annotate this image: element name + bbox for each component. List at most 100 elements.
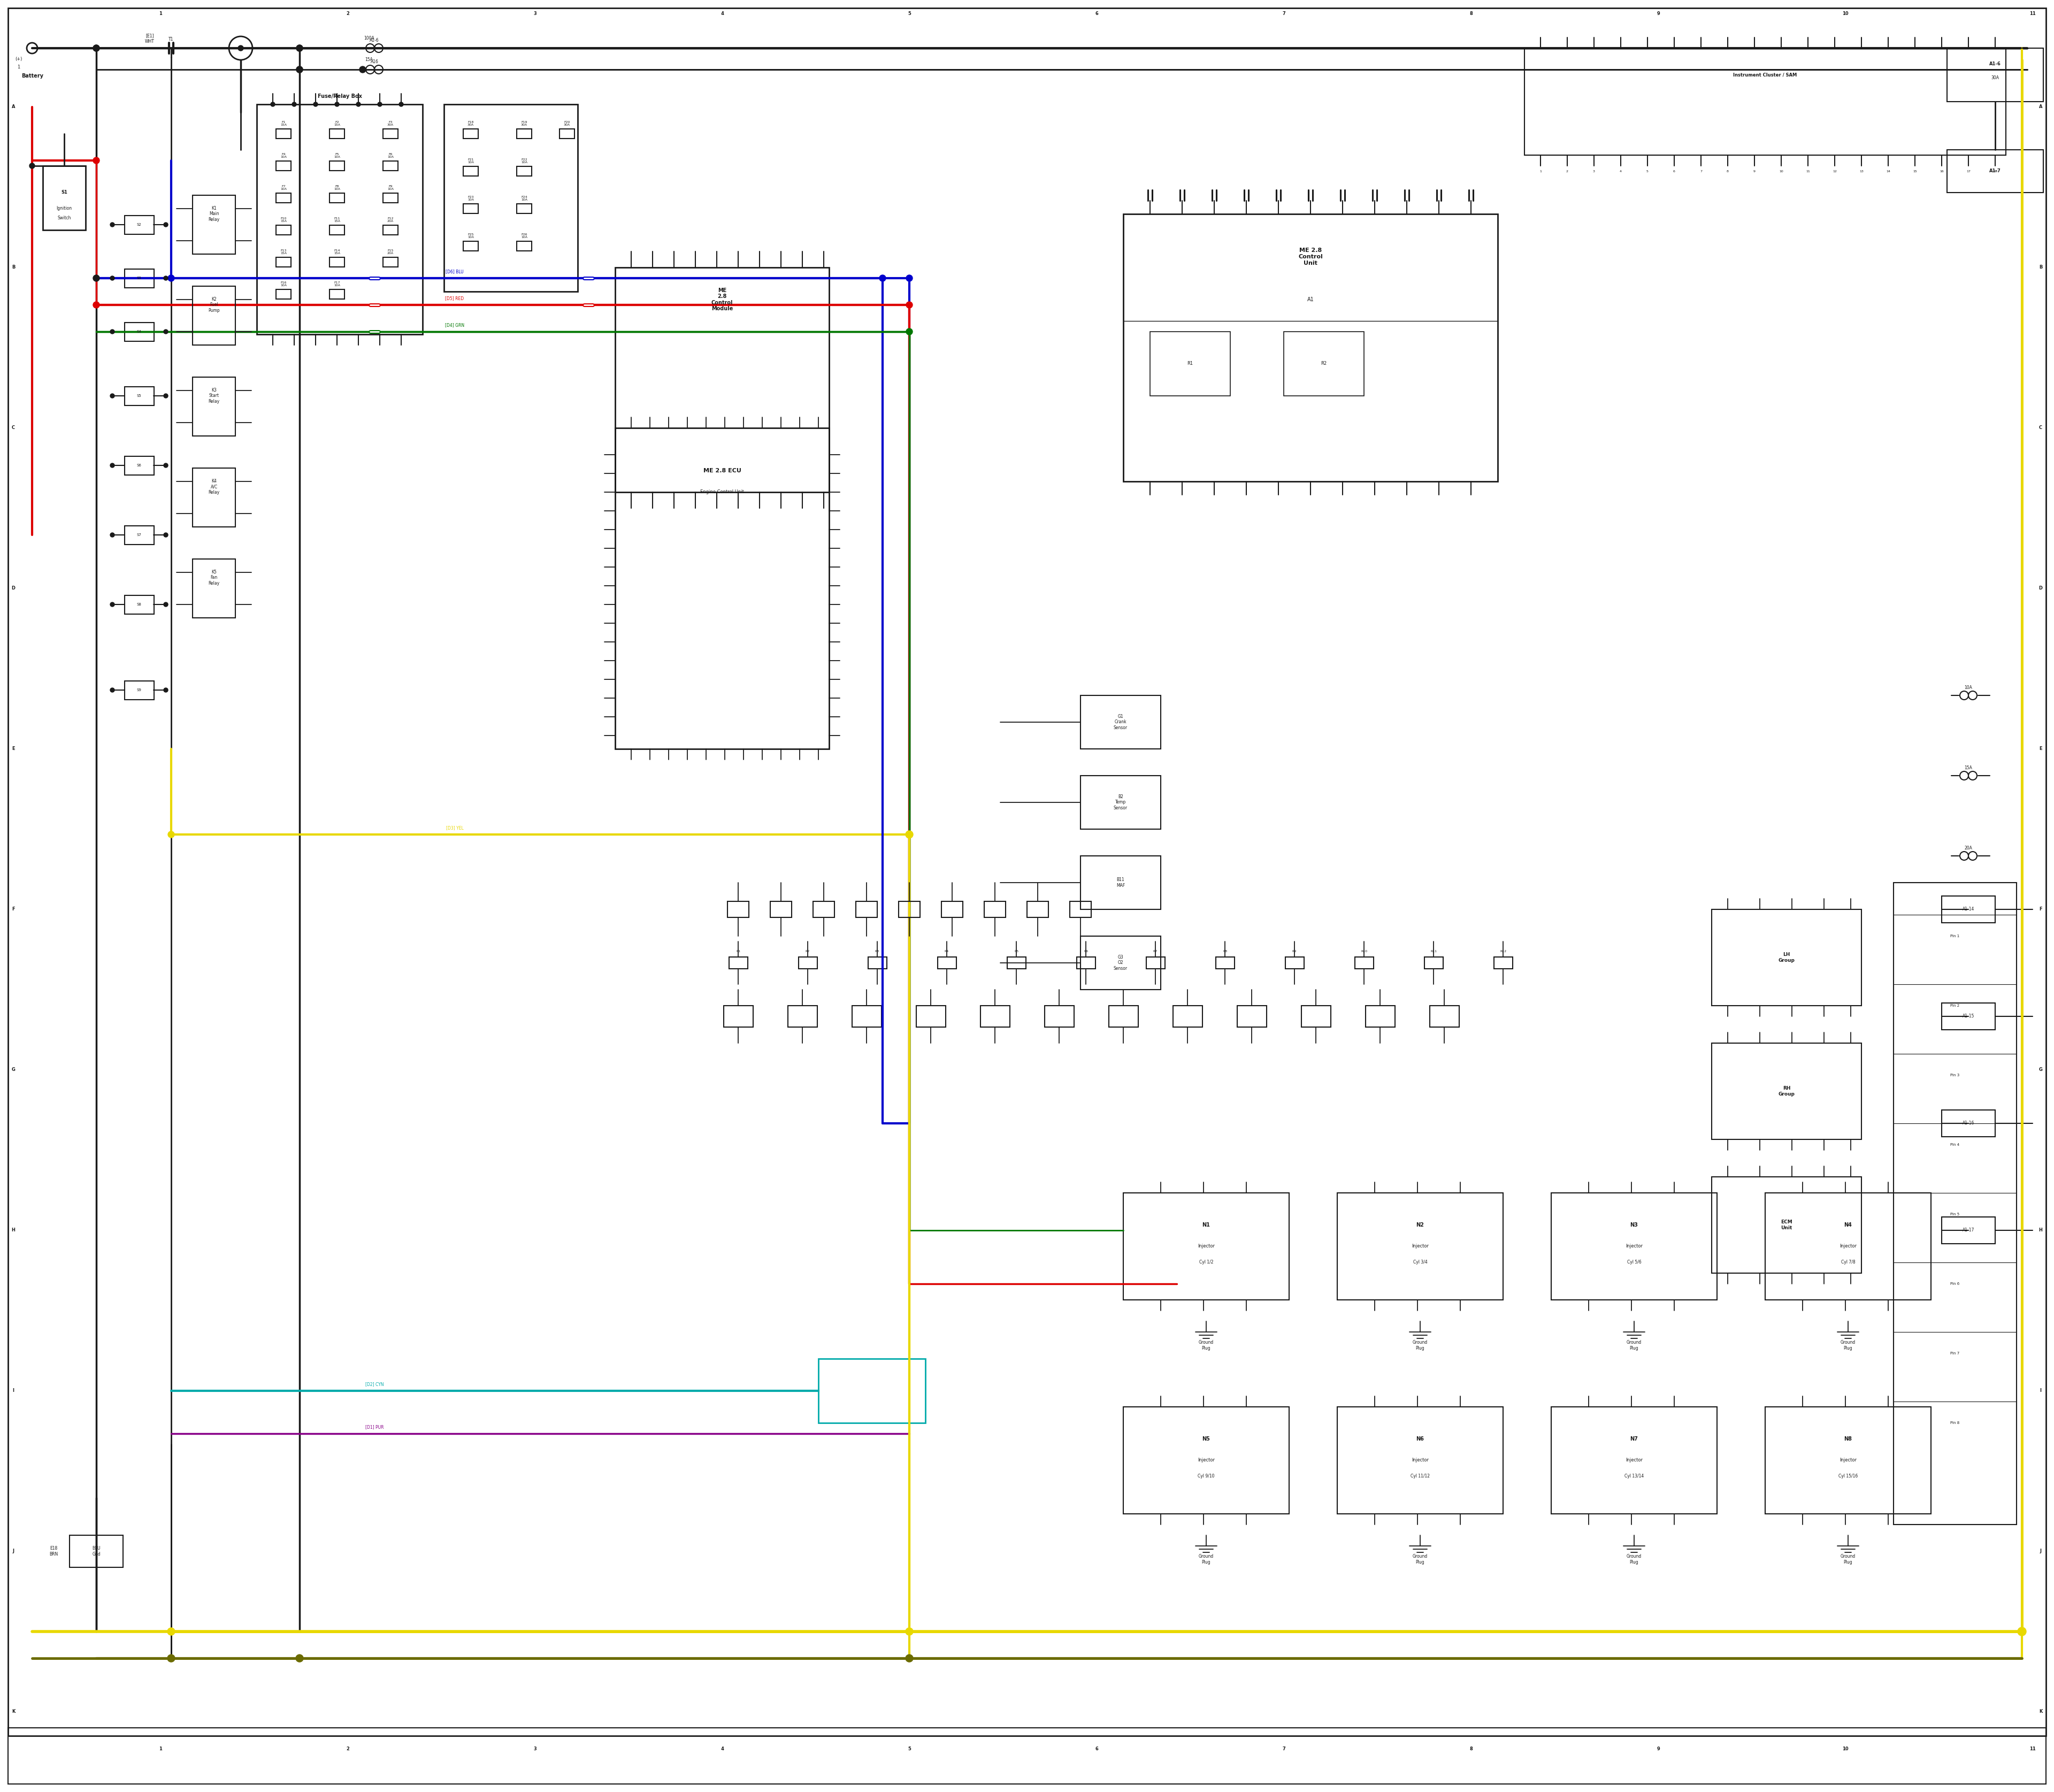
Text: Pin 7: Pin 7 — [1951, 1351, 1960, 1355]
Bar — [857, 901, 877, 918]
Bar — [125, 215, 154, 235]
Circle shape — [92, 45, 99, 52]
Circle shape — [111, 688, 115, 692]
Text: 8: 8 — [1469, 11, 1473, 16]
Circle shape — [164, 688, 168, 692]
Text: 3: 3 — [534, 11, 536, 16]
Text: F16
10A: F16 10A — [279, 281, 288, 287]
Text: 20A: 20A — [1964, 846, 1972, 851]
Text: 1: 1 — [170, 54, 173, 59]
Text: ME
2.8
Control
Module: ME 2.8 Control Module — [711, 287, 733, 312]
Text: N3: N3 — [1631, 1222, 1639, 1228]
Text: Ground
Plug: Ground Plug — [1413, 1340, 1428, 1351]
Text: ECU
Gnd: ECU Gnd — [92, 1546, 101, 1557]
Circle shape — [2019, 1627, 2025, 1636]
Bar — [329, 226, 345, 235]
Text: S4: S4 — [138, 330, 142, 333]
Bar — [799, 957, 817, 969]
Circle shape — [164, 602, 168, 607]
Text: C: C — [2040, 425, 2042, 430]
Text: Cyl 3/4: Cyl 3/4 — [1413, 1260, 1428, 1265]
Bar — [382, 161, 398, 170]
Bar — [329, 289, 345, 299]
Text: K: K — [12, 1710, 14, 1715]
Text: S6: S6 — [138, 464, 142, 468]
Text: [D3] YEL: [D3] YEL — [446, 826, 464, 830]
Circle shape — [296, 66, 302, 73]
Text: F6
10A: F6 10A — [388, 152, 394, 158]
Bar — [1941, 896, 1994, 923]
Bar — [193, 559, 236, 618]
Text: F24
10A: F24 10A — [522, 195, 528, 201]
Text: 1: 1 — [158, 1747, 162, 1751]
Text: Cyl 7/8: Cyl 7/8 — [1840, 1260, 1855, 1265]
Text: [D6] BLU: [D6] BLU — [446, 269, 464, 274]
Circle shape — [906, 831, 912, 837]
Text: 100A: 100A — [364, 36, 374, 41]
Text: 9: 9 — [1754, 170, 1756, 172]
Bar — [382, 258, 398, 267]
Circle shape — [296, 1654, 304, 1661]
Text: 7: 7 — [1282, 11, 1286, 16]
Bar — [125, 681, 154, 699]
Text: Injector: Injector — [1197, 1244, 1214, 1249]
Circle shape — [164, 276, 168, 280]
Text: H: H — [12, 1228, 14, 1233]
Bar — [1941, 1004, 1994, 1030]
Circle shape — [2017, 1627, 2025, 1636]
Text: 11: 11 — [2029, 1747, 2036, 1751]
Text: Pin 4: Pin 4 — [1951, 1143, 1960, 1147]
Text: F5
10A: F5 10A — [333, 152, 341, 158]
Bar — [275, 194, 292, 202]
Bar — [125, 457, 154, 475]
Circle shape — [168, 274, 175, 281]
Bar — [464, 242, 479, 251]
Text: Pin 3: Pin 3 — [1951, 1073, 1960, 1077]
Text: A1-17: A1-17 — [1962, 1228, 1974, 1233]
Text: 11: 11 — [2029, 11, 2036, 16]
Circle shape — [168, 831, 175, 837]
Bar — [1764, 1407, 1931, 1514]
Text: 6: 6 — [1674, 170, 1676, 172]
Text: A1-16: A1-16 — [1962, 1122, 1974, 1125]
Bar — [1146, 957, 1165, 969]
Bar — [1124, 213, 1497, 482]
Bar — [1080, 935, 1161, 989]
Text: 4: 4 — [721, 1747, 723, 1751]
Text: Injector: Injector — [1411, 1244, 1430, 1249]
Circle shape — [111, 330, 115, 333]
Bar — [1045, 1005, 1074, 1027]
Text: A1: A1 — [1306, 297, 1315, 303]
Text: 9: 9 — [1658, 11, 1660, 16]
Text: Cyl 13/14: Cyl 13/14 — [1625, 1475, 1643, 1478]
Text: A: A — [2040, 104, 2042, 109]
Bar — [1337, 1407, 1504, 1514]
Text: Fuse/Relay Box: Fuse/Relay Box — [318, 93, 362, 99]
Text: R1: R1 — [1187, 362, 1193, 366]
Text: F9
10A: F9 10A — [388, 185, 394, 190]
Text: 1: 1 — [158, 11, 162, 16]
Bar — [1366, 1005, 1395, 1027]
Text: 11: 11 — [1805, 170, 1810, 172]
Text: 13: 13 — [1859, 170, 1863, 172]
Bar — [1027, 901, 1048, 918]
Circle shape — [906, 328, 912, 335]
Text: 1: 1 — [16, 65, 21, 70]
Bar — [1711, 1177, 1861, 1272]
Text: R10: R10 — [1360, 950, 1368, 953]
Text: R5: R5 — [1015, 950, 1019, 953]
Text: R7: R7 — [1152, 950, 1158, 953]
Bar — [8, 1727, 2046, 1785]
Circle shape — [164, 394, 168, 398]
Bar — [125, 525, 154, 545]
Text: 5: 5 — [1647, 170, 1649, 172]
Bar — [1080, 695, 1161, 749]
Text: B: B — [12, 265, 14, 271]
Bar — [464, 129, 479, 138]
Bar — [518, 242, 532, 251]
Text: F21
10A: F21 10A — [468, 158, 474, 163]
Circle shape — [164, 330, 168, 333]
Text: 3: 3 — [534, 1747, 536, 1751]
Text: 14: 14 — [1886, 170, 1890, 172]
Circle shape — [296, 45, 302, 52]
